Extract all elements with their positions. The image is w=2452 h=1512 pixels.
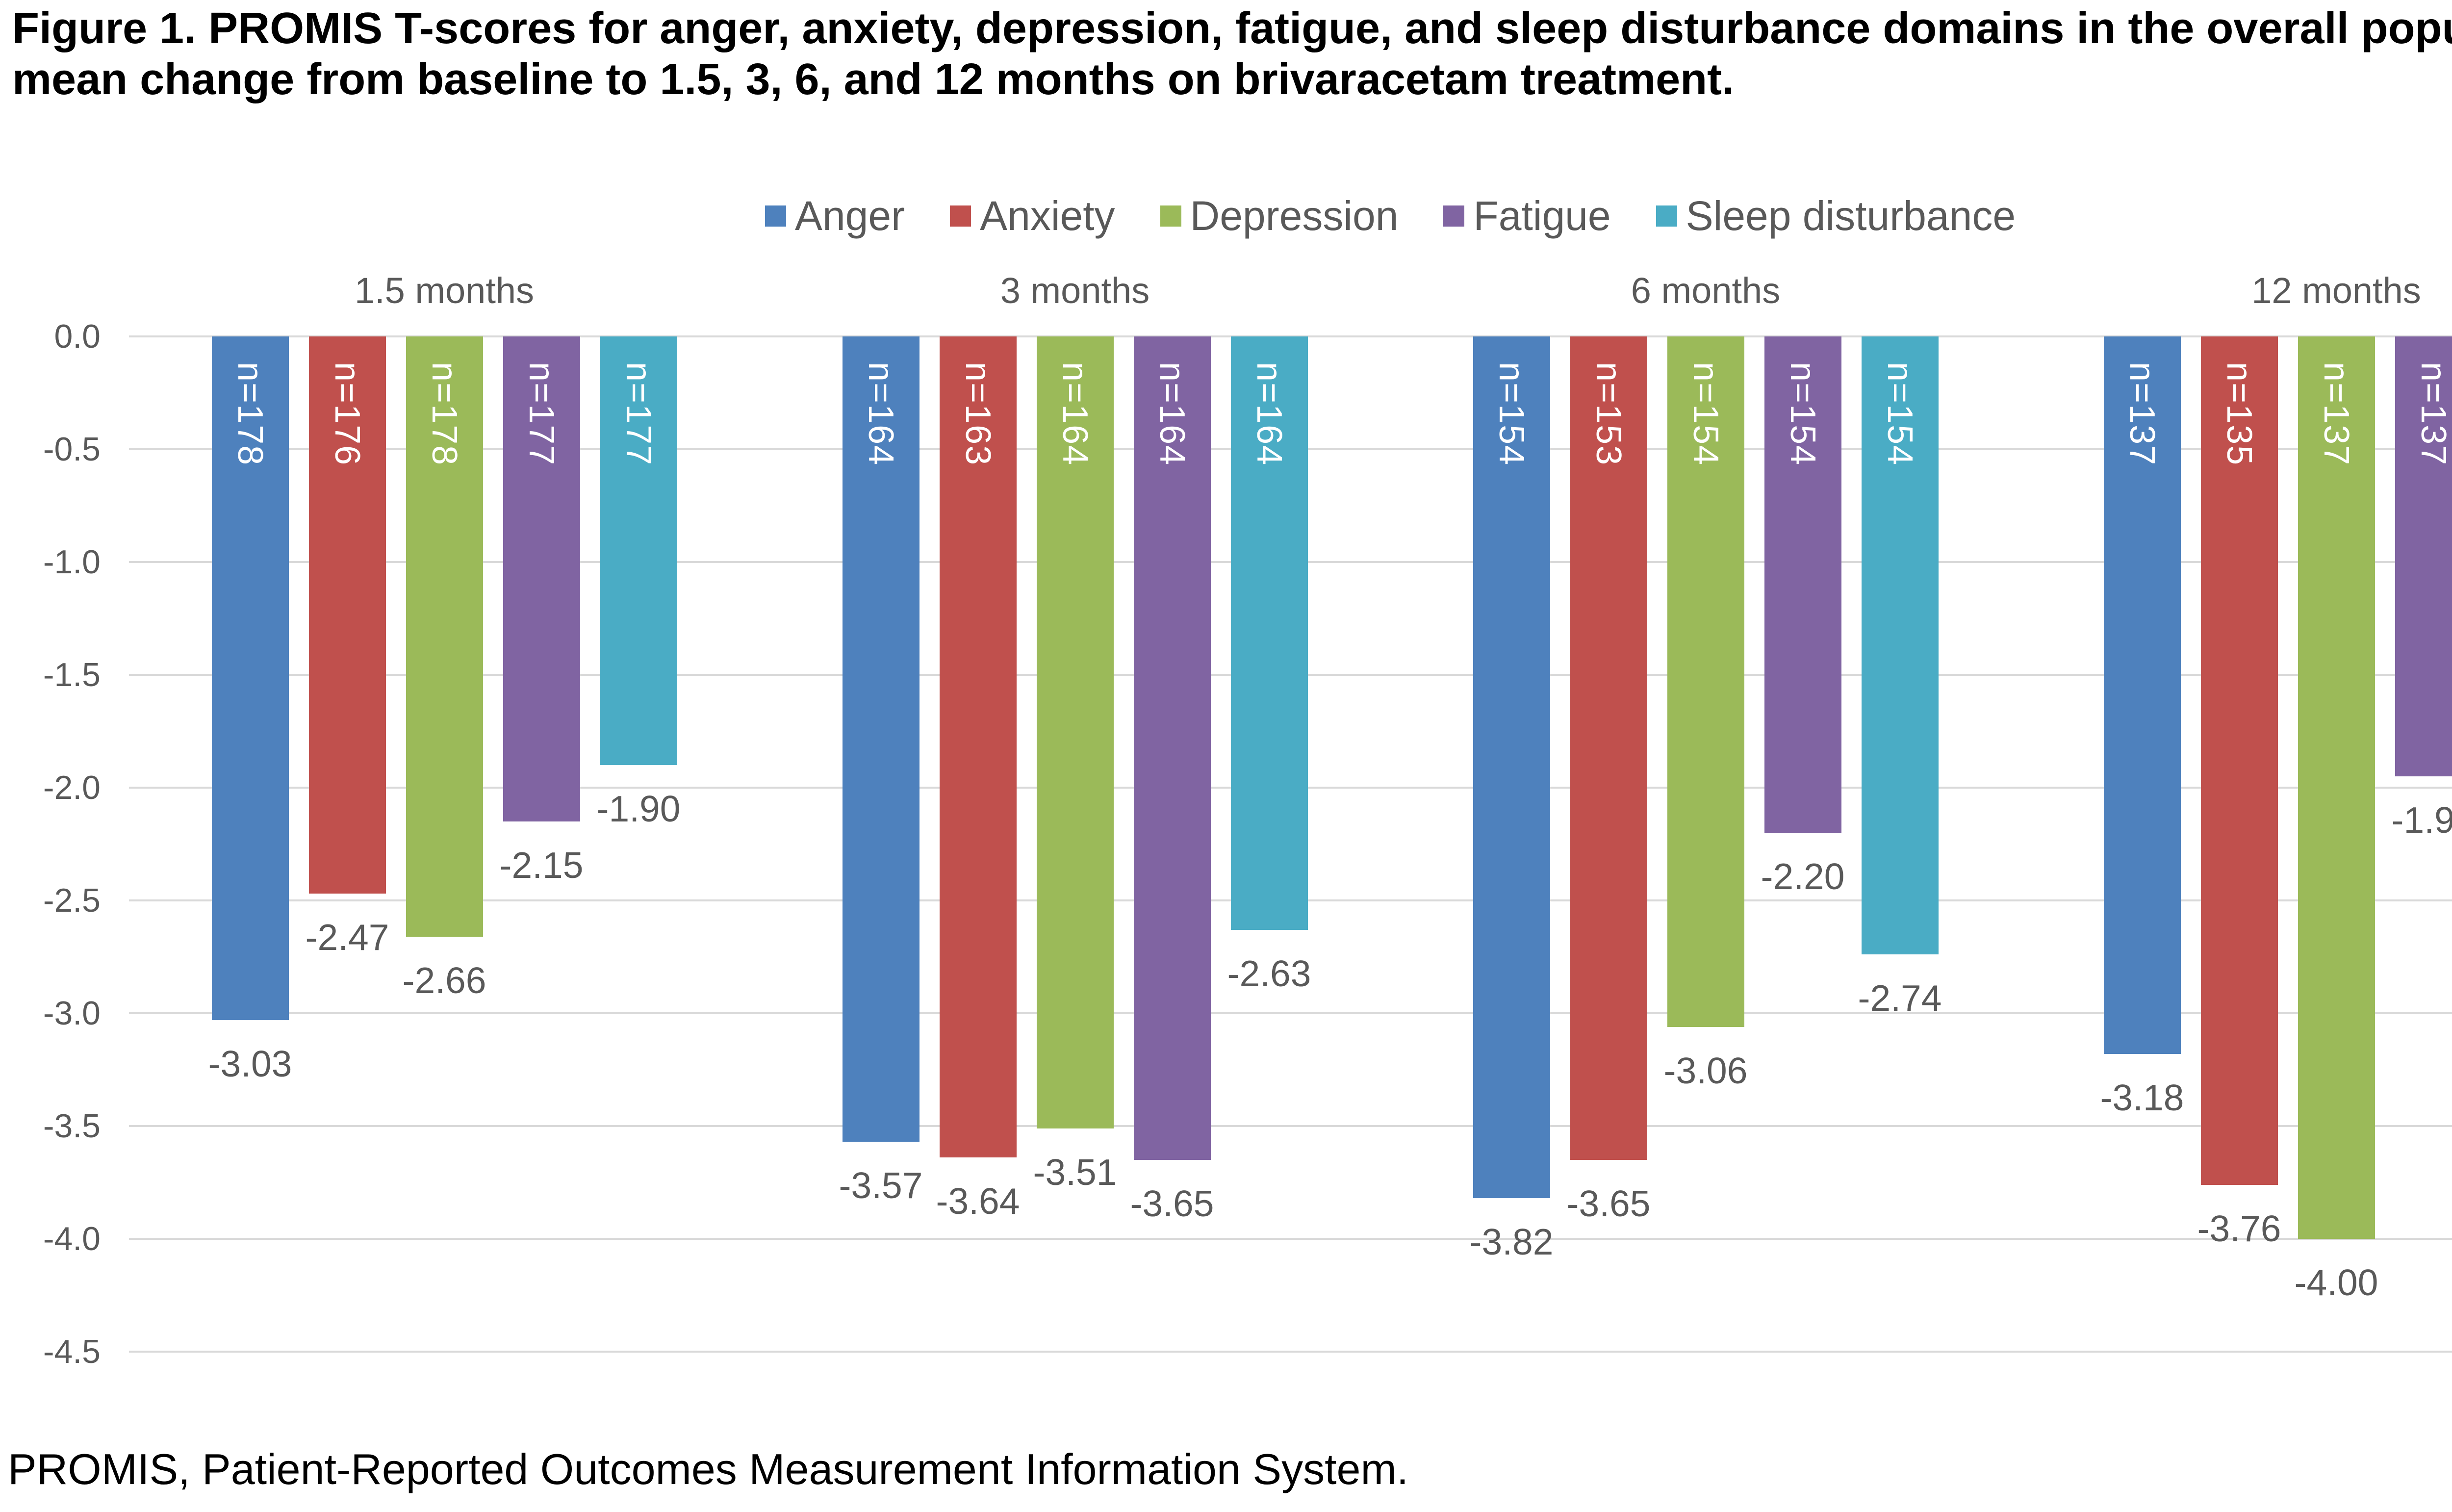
bar-n-label-anxiety-12-months: n=135 bbox=[2220, 362, 2259, 466]
bar-n-label-sleep-disturbance-1-5-months: n=177 bbox=[619, 362, 658, 466]
bar-n-label-sleep-disturbance-6-months: n=154 bbox=[1880, 362, 1919, 466]
legend-item-anxiety: Anxiety bbox=[950, 195, 1115, 236]
bar-anxiety-6-months: n=153 bbox=[1570, 336, 1647, 1160]
figure-title: Figure 1. PROMIS T-scores for anger, anx… bbox=[12, 3, 2452, 105]
bar-depression-6-months: n=154 bbox=[1667, 336, 1744, 1027]
bar-value-label-anxiety-1-5-months: -2.47 bbox=[305, 917, 389, 958]
bar-value-label-anger-1-5-months: -3.03 bbox=[208, 1043, 292, 1084]
bar-anger-1-5-months: n=178 bbox=[211, 336, 289, 1020]
bar-value-label-sleep-disturbance-1-5-months: -1.90 bbox=[596, 788, 681, 829]
legend-swatch-anger bbox=[765, 205, 786, 227]
bar-n-label-fatigue-6-months: n=154 bbox=[1783, 362, 1822, 466]
bar-n-label-sleep-disturbance-3-months: n=164 bbox=[1250, 362, 1289, 466]
bar-anger-3-months: n=164 bbox=[842, 336, 920, 1142]
y-axis-tick-label--4.0: -4.0 bbox=[43, 1220, 101, 1257]
legend-swatch-sleep-disturbance bbox=[1656, 205, 1677, 227]
y-axis-tick-label--3.5: -3.5 bbox=[43, 1107, 101, 1145]
legend-swatch-fatigue bbox=[1443, 205, 1465, 227]
gridline--3.0 bbox=[129, 1012, 2452, 1014]
bar-value-label-sleep-disturbance-3-months: -2.63 bbox=[1227, 952, 1311, 994]
bar-n-label-fatigue-3-months: n=164 bbox=[1152, 362, 1192, 466]
legend-swatch-depression bbox=[1160, 205, 1181, 227]
bar-value-label-anxiety-12-months: -3.76 bbox=[2197, 1207, 2281, 1249]
bar-depression-1-5-months: n=178 bbox=[406, 336, 483, 937]
bar-value-label-anxiety-6-months: -3.65 bbox=[1566, 1183, 1651, 1224]
legend-label-fatigue: Fatigue bbox=[1473, 193, 1611, 239]
legend-item-anger: Anger bbox=[765, 195, 905, 236]
bar-value-label-anger-3-months: -3.57 bbox=[839, 1165, 923, 1206]
bar-n-label-anger-6-months: n=154 bbox=[1492, 362, 1531, 466]
bar-value-label-depression-6-months: -3.06 bbox=[1663, 1050, 1748, 1091]
legend-label-anxiety: Anxiety bbox=[980, 193, 1115, 239]
bar-anxiety-3-months: n=163 bbox=[939, 336, 1017, 1158]
gridline--4.0 bbox=[129, 1238, 2452, 1240]
group-label-12-months: 12 months bbox=[2251, 270, 2421, 311]
y-axis-tick-label-0.0: 0.0 bbox=[54, 318, 101, 355]
legend-item-sleep-disturbance: Sleep disturbance bbox=[1656, 195, 2016, 236]
bar-anger-6-months: n=154 bbox=[1473, 336, 1550, 1199]
bar-sleep-disturbance-3-months: n=164 bbox=[1230, 336, 1308, 930]
legend-label-sleep-disturbance: Sleep disturbance bbox=[1686, 193, 2016, 239]
bar-value-label-anger-12-months: -3.18 bbox=[2100, 1076, 2184, 1118]
bar-value-label-fatigue-6-months: -2.20 bbox=[1761, 856, 1845, 897]
bar-value-label-fatigue-1-5-months: -2.15 bbox=[499, 845, 584, 886]
bar-n-label-depression-3-months: n=164 bbox=[1055, 362, 1095, 466]
bar-value-label-depression-3-months: -3.51 bbox=[1033, 1151, 1117, 1193]
group-label-6-months: 6 months bbox=[1631, 270, 1781, 311]
y-axis-tick-label--1.5: -1.5 bbox=[43, 656, 101, 693]
y-axis-tick-label--4.5: -4.5 bbox=[43, 1333, 101, 1370]
bar-n-label-anxiety-1-5-months: n=176 bbox=[328, 362, 367, 466]
bar-n-label-fatigue-12-months: n=137 bbox=[2414, 362, 2452, 466]
y-axis-tick-label--2.0: -2.0 bbox=[43, 769, 101, 806]
bar-n-label-depression-6-months: n=154 bbox=[1686, 362, 1725, 466]
bar-n-label-anxiety-6-months: n=153 bbox=[1589, 362, 1628, 466]
group-label-3-months: 3 months bbox=[1000, 270, 1150, 311]
bar-n-label-anxiety-3-months: n=163 bbox=[958, 362, 997, 466]
bar-n-label-anger-1-5-months: n=178 bbox=[230, 362, 270, 466]
legend-item-depression: Depression bbox=[1160, 193, 1399, 239]
bar-anxiety-12-months: n=135 bbox=[2200, 336, 2278, 1185]
bar-fatigue-12-months: n=137 bbox=[2395, 336, 2452, 776]
bar-value-label-fatigue-12-months: -1.95 bbox=[2391, 799, 2452, 841]
y-axis-tick-label--2.5: -2.5 bbox=[43, 882, 101, 919]
legend-item-fatigue: Fatigue bbox=[1443, 193, 1611, 239]
bar-n-label-depression-1-5-months: n=178 bbox=[425, 362, 464, 466]
group-label-1-5-months: 1.5 months bbox=[354, 270, 535, 311]
bar-n-label-anger-3-months: n=164 bbox=[861, 362, 900, 466]
bar-n-label-anger-12-months: n=137 bbox=[2122, 362, 2162, 466]
bar-n-label-fatigue-1-5-months: n=177 bbox=[522, 362, 561, 466]
legend-label-depression: Depression bbox=[1190, 193, 1399, 239]
figure-title-line-2: mean change from baseline to 1.5, 3, 6, … bbox=[12, 55, 1735, 104]
legend: Anger Anxiety Depression Fatigue Sleep distu… bbox=[129, 192, 2452, 239]
bar-depression-3-months: n=164 bbox=[1036, 336, 1114, 1128]
bar-fatigue-6-months: n=154 bbox=[1764, 336, 1841, 833]
bar-value-label-depression-1-5-months: -2.66 bbox=[402, 959, 486, 1001]
y-axis-tick-label--1.0: -1.0 bbox=[43, 543, 101, 581]
bar-anxiety-1-5-months: n=176 bbox=[308, 336, 386, 894]
gridline--4.5 bbox=[129, 1351, 2452, 1353]
bar-fatigue-3-months: n=164 bbox=[1133, 336, 1211, 1160]
bar-n-label-depression-12-months: n=137 bbox=[2317, 362, 2356, 466]
y-axis-tick-label--3.0: -3.0 bbox=[43, 995, 101, 1032]
figure-title-line-1: Figure 1. PROMIS T-scores for anger, anx… bbox=[12, 4, 2452, 53]
legend-label-anger: Anger bbox=[794, 193, 905, 239]
legend-swatch-anxiety bbox=[950, 205, 971, 227]
bar-fatigue-1-5-months: n=177 bbox=[503, 336, 580, 821]
gridline--3.5 bbox=[129, 1125, 2452, 1127]
bar-depression-12-months: n=137 bbox=[2298, 336, 2375, 1239]
bar-anger-12-months: n=137 bbox=[2103, 336, 2181, 1054]
footer-note: PROMIS, Patient-Reported Outcomes Measur… bbox=[8, 1445, 1409, 1493]
bar-value-label-anxiety-3-months: -3.64 bbox=[936, 1180, 1020, 1222]
bar-value-label-fatigue-3-months: -3.65 bbox=[1130, 1183, 1214, 1224]
bar-sleep-disturbance-1-5-months: n=177 bbox=[600, 336, 677, 765]
bar-value-label-depression-12-months: -4.00 bbox=[2294, 1262, 2378, 1303]
y-axis-tick-label--0.5: -0.5 bbox=[43, 431, 101, 468]
bar-sleep-disturbance-6-months: n=154 bbox=[1861, 336, 1939, 955]
bar-value-label-anger-6-months: -3.82 bbox=[1469, 1221, 1554, 1263]
bar-value-label-sleep-disturbance-6-months: -2.74 bbox=[1858, 977, 1942, 1019]
